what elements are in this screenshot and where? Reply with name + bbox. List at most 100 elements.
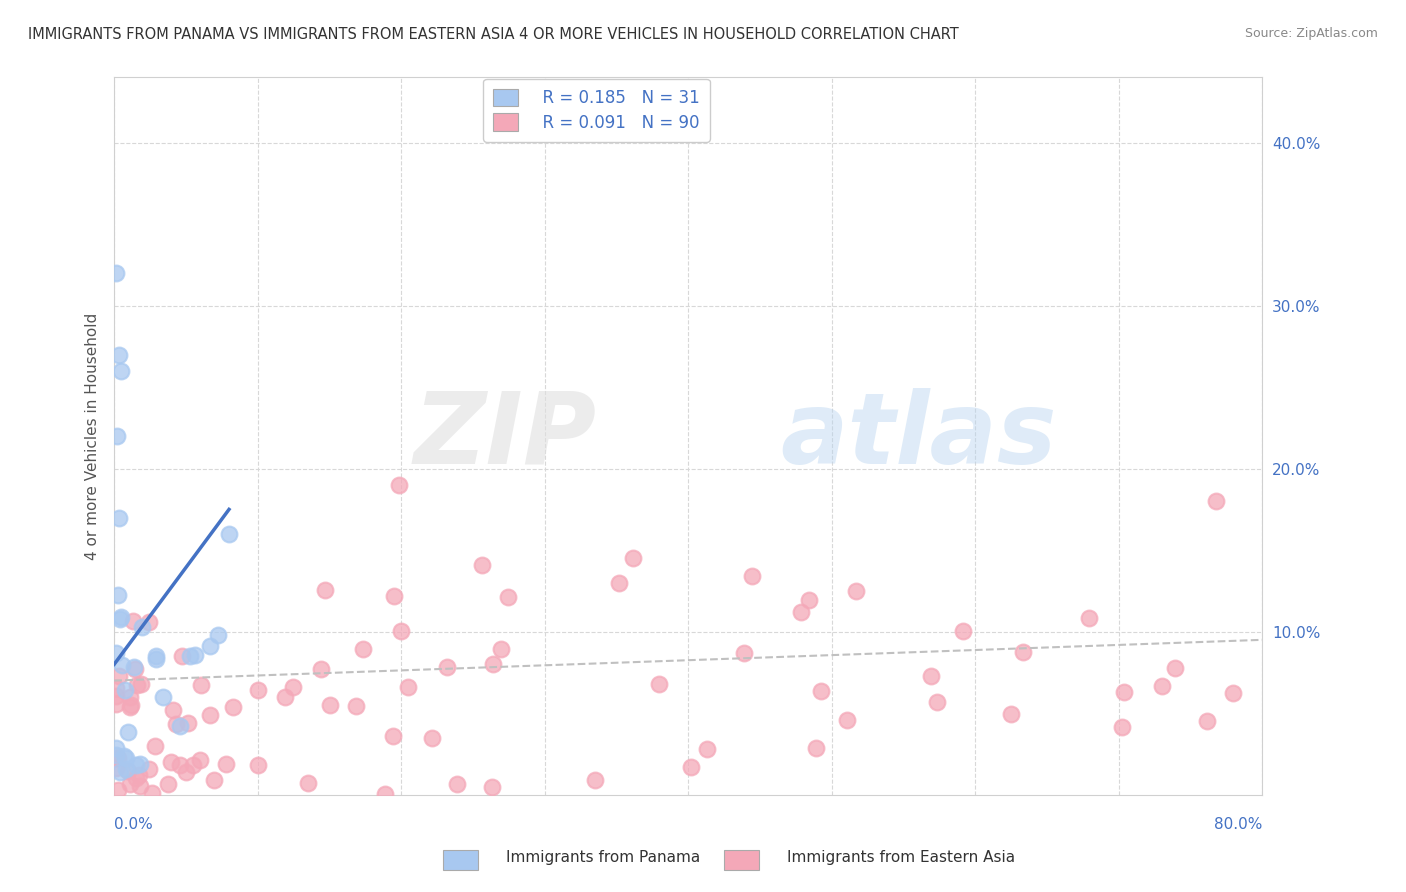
Point bbox=[143, 739, 166, 753]
Point bbox=[104, 741, 127, 756]
Point bbox=[125, 757, 148, 772]
Legend:   R = 0.185   N = 31,   R = 0.091   N = 90: R = 0.185 N = 31, R = 0.091 N = 90 bbox=[484, 78, 710, 142]
Point bbox=[1000, 706, 1022, 721]
Point bbox=[790, 605, 813, 619]
Point bbox=[108, 612, 131, 626]
Point bbox=[160, 755, 183, 769]
Point bbox=[179, 649, 201, 664]
Point bbox=[222, 700, 245, 714]
Point bbox=[482, 657, 505, 671]
Point bbox=[121, 614, 143, 628]
Point bbox=[174, 765, 197, 780]
Point bbox=[797, 593, 820, 607]
Point bbox=[112, 748, 135, 763]
Point bbox=[202, 773, 225, 788]
Point bbox=[128, 779, 150, 793]
Point bbox=[125, 772, 148, 786]
Point bbox=[1197, 714, 1219, 729]
Text: Source: ZipAtlas.com: Source: ZipAtlas.com bbox=[1244, 27, 1378, 40]
Point bbox=[246, 758, 269, 772]
Point bbox=[104, 761, 127, 775]
Text: atlas: atlas bbox=[780, 387, 1057, 484]
Point bbox=[696, 741, 718, 756]
Point bbox=[169, 758, 191, 772]
Point bbox=[314, 582, 336, 597]
Point bbox=[107, 751, 129, 765]
Point bbox=[115, 751, 138, 765]
Point bbox=[115, 762, 138, 776]
Point bbox=[1152, 679, 1174, 693]
Point bbox=[1164, 661, 1187, 675]
Point bbox=[129, 757, 152, 772]
Point bbox=[381, 730, 404, 744]
Point bbox=[1205, 494, 1227, 508]
Point bbox=[108, 765, 131, 780]
Point bbox=[837, 713, 859, 727]
Point bbox=[120, 698, 142, 712]
Point bbox=[114, 682, 136, 697]
Point bbox=[218, 527, 240, 541]
Point bbox=[446, 777, 468, 791]
Point bbox=[200, 707, 222, 722]
Point bbox=[181, 758, 204, 772]
Point bbox=[105, 429, 128, 443]
Point bbox=[188, 753, 211, 767]
Point bbox=[920, 669, 942, 683]
Point bbox=[118, 700, 141, 714]
Point bbox=[110, 609, 132, 624]
Point bbox=[1111, 720, 1133, 734]
Point bbox=[384, 589, 406, 603]
Point bbox=[952, 624, 974, 638]
Point bbox=[607, 575, 630, 590]
Point bbox=[157, 777, 180, 791]
Point bbox=[108, 347, 131, 361]
Point bbox=[145, 648, 167, 663]
Point bbox=[319, 698, 342, 712]
Point bbox=[1078, 611, 1101, 625]
Point bbox=[104, 747, 127, 762]
Point bbox=[498, 591, 520, 605]
Point bbox=[679, 760, 702, 774]
Point bbox=[104, 681, 127, 696]
Point bbox=[145, 652, 167, 666]
Point bbox=[389, 624, 412, 638]
Point bbox=[198, 639, 221, 653]
Point bbox=[105, 751, 128, 765]
Point bbox=[396, 680, 419, 694]
Point bbox=[124, 662, 146, 676]
Point bbox=[215, 757, 238, 772]
Point bbox=[107, 669, 129, 683]
Point bbox=[648, 677, 671, 691]
Point bbox=[122, 660, 145, 674]
Point bbox=[806, 740, 828, 755]
Point bbox=[165, 717, 187, 731]
Y-axis label: 4 or more Vehicles in Household: 4 or more Vehicles in Household bbox=[86, 312, 100, 559]
Point bbox=[120, 777, 142, 791]
Text: 0.0%: 0.0% bbox=[114, 817, 153, 832]
Point bbox=[733, 646, 755, 660]
Point bbox=[107, 588, 129, 602]
Point bbox=[481, 780, 503, 794]
Point bbox=[104, 266, 127, 280]
Point bbox=[309, 662, 332, 676]
Point bbox=[184, 648, 207, 662]
Point bbox=[190, 677, 212, 691]
Point bbox=[247, 682, 270, 697]
Point bbox=[1114, 685, 1136, 699]
Point bbox=[131, 620, 153, 634]
Point bbox=[104, 646, 127, 660]
Point bbox=[489, 641, 512, 656]
Point bbox=[107, 783, 129, 797]
Point bbox=[117, 725, 139, 739]
Point bbox=[172, 649, 194, 664]
Point bbox=[274, 690, 297, 704]
Text: IMMIGRANTS FROM PANAMA VS IMMIGRANTS FROM EASTERN ASIA 4 OR MORE VEHICLES IN HOU: IMMIGRANTS FROM PANAMA VS IMMIGRANTS FRO… bbox=[28, 27, 959, 42]
Point bbox=[138, 762, 160, 776]
Point bbox=[128, 767, 150, 781]
Point bbox=[162, 703, 184, 717]
Point bbox=[120, 690, 142, 705]
Point bbox=[810, 684, 832, 698]
Point bbox=[111, 657, 134, 672]
Point bbox=[117, 764, 139, 779]
Point bbox=[138, 615, 160, 629]
